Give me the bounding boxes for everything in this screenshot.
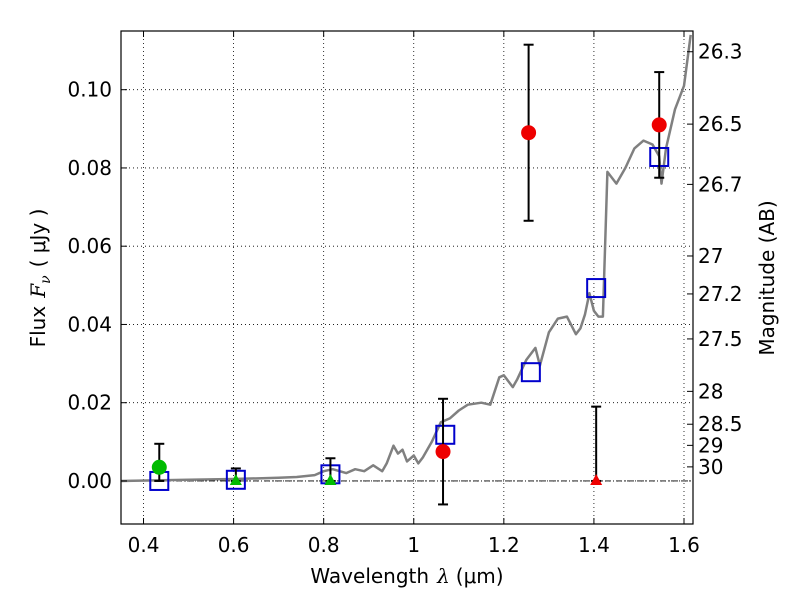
plot-content [121,34,693,506]
y-tick-label: 0.10 [67,78,112,102]
y-axis-label-symbol: F [26,283,50,299]
right-tick-label: 27 [698,244,723,268]
y-tick-label: 0.04 [67,312,112,336]
x-tick-label: 1.6 [668,533,700,557]
x-tick-label: 1 [407,533,420,557]
green-point-marker [151,459,167,475]
right-tick-label: 27.2 [698,282,743,306]
y-axis: 0.00 0.02 0.04 0.06 0.08 0.10 [67,78,127,493]
red-point-marker [651,117,667,133]
plot-frame [120,30,694,525]
x-axis-label-symbol: λ [436,564,450,588]
right-tick-label: 26.3 [698,40,743,64]
red-upper-limit-marker [590,473,603,485]
model-box [520,362,541,383]
right-tick-label: 26.7 [698,172,743,196]
right-tick-label: 29 [698,433,723,457]
y-tick-label: 0.00 [67,469,112,493]
green-upper-limit-marker [324,473,337,485]
red-point-marker [435,444,451,460]
y-axis-label-subscript: ν [38,275,54,284]
x-tick-label: 0.8 [308,533,340,557]
model-sed-line [121,34,692,483]
model-box [586,278,607,299]
y-tick-label: 0.06 [67,234,112,258]
right-tick-label: 30 [698,455,723,479]
x-tick-label: 1.2 [488,533,520,557]
y-axis-label: Flux Fν ( μJy ) [26,209,54,348]
model-box [435,424,456,445]
right-tick-label: 28.5 [698,412,743,436]
y-axis-label-unit: ( μJy ) [26,209,50,268]
y-tick-label: 0.02 [67,391,112,415]
x-axis: 0.4 0.6 0.8 1 1.2 1.4 1.6 [128,31,700,557]
x-tick-label: 0.6 [218,533,250,557]
y-axis-label-main: Flux [26,306,50,348]
x-tick-label: 1.4 [578,533,610,557]
y-tick-label: 0.08 [67,156,112,180]
right-tick-label: 27.5 [698,327,743,351]
right-tick-label: 28 [698,379,723,403]
green-upper-limit-marker [229,473,242,485]
data-markers [151,117,667,485]
red-point-marker [521,125,537,141]
x-tick-label: 0.4 [128,533,160,557]
x-axis-label-unit: (μm) [456,564,504,588]
x-axis-label-main: Wavelength [310,564,429,588]
right-axis-label: Magnitude (AB) [755,200,779,355]
right-tick-label: 26.5 [698,112,743,136]
x-axis-label: Wavelength λ (μm) [310,564,503,588]
